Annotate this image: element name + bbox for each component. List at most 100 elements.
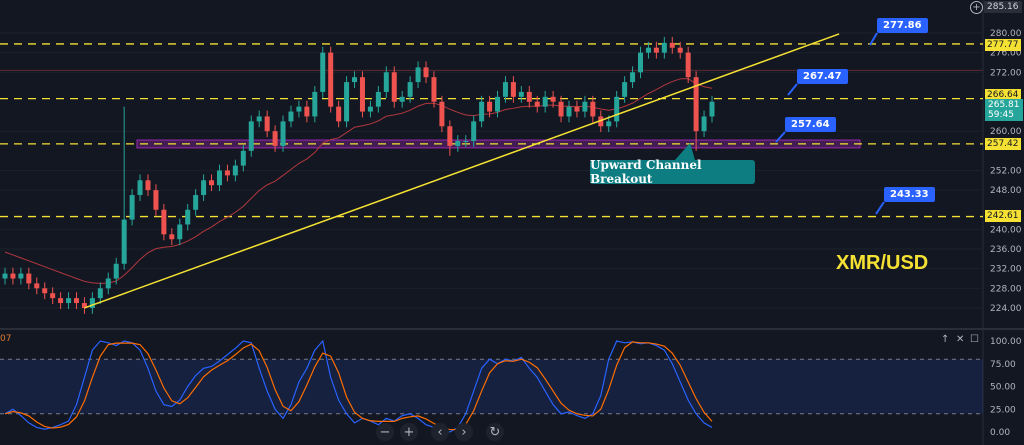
candle-body (669, 42, 675, 48)
candle-body (614, 96, 620, 122)
candle-body (256, 116, 262, 122)
candle-body (582, 101, 588, 112)
pane-up-button[interactable]: ↑ (941, 334, 950, 345)
candle-body (153, 190, 159, 210)
candle-body (336, 106, 342, 122)
level-tag-257: 257.42 (985, 138, 1021, 150)
oscillator-tick: 75.00 (990, 360, 1016, 370)
candle-body (653, 47, 659, 53)
price-tick: 236.00 (990, 245, 1022, 255)
candle-body (81, 303, 87, 308)
target-pointer (869, 32, 878, 46)
oscillator-tick: 50.00 (990, 383, 1016, 393)
price-tick: 260.00 (990, 127, 1022, 137)
candle-body (542, 96, 548, 107)
reset-button[interactable]: ↻ (486, 423, 504, 441)
pane-maximize-button[interactable]: ☐ (970, 334, 979, 345)
candle-body (18, 273, 24, 279)
candle-body (693, 77, 699, 132)
candle-body (272, 131, 278, 146)
price-tick: 232.00 (990, 265, 1022, 275)
target-pointer (875, 201, 885, 215)
candle-body (34, 283, 40, 289)
candle-body (495, 96, 501, 112)
stoch-d-line (4, 341, 713, 431)
candle-body (121, 219, 127, 264)
candle-body (224, 170, 230, 176)
candle-body (487, 101, 493, 112)
candle-body (606, 121, 612, 127)
candle-body (58, 298, 64, 304)
candle-body (638, 52, 644, 73)
candle-body (645, 47, 651, 53)
candle-body (240, 150, 246, 166)
current-price: 265.81 (988, 100, 1020, 110)
zoom-out-button[interactable]: − (376, 423, 394, 441)
candle-body (701, 116, 707, 132)
candle-body (97, 288, 103, 299)
target-label-257: 257.64 (785, 117, 836, 132)
candle-body (367, 106, 373, 112)
candle-body (320, 52, 326, 92)
candle-body (550, 96, 556, 102)
candle-body (574, 106, 580, 112)
target-label-267: 267.47 (797, 69, 848, 84)
stoch-k-line (4, 339, 713, 433)
candle-body (383, 72, 389, 92)
candle-body (558, 101, 564, 117)
candle-body (193, 195, 199, 210)
candle-body (209, 180, 215, 186)
candle-body (288, 111, 294, 122)
candle-body (344, 82, 350, 122)
candle-body (145, 180, 151, 191)
symbol-title: XMR/USD (836, 252, 929, 274)
candle-body (73, 298, 79, 304)
oscillator-tick: 0.00 (990, 428, 1010, 438)
candle-body (352, 77, 358, 83)
candle-body (161, 209, 167, 235)
zoom-in-button[interactable]: + (400, 423, 418, 441)
scroll-right-button[interactable]: › (455, 423, 473, 441)
callout-pointer (675, 143, 695, 160)
candle-body (264, 116, 270, 132)
candle-body (439, 101, 445, 127)
add-icon[interactable]: + (970, 1, 983, 14)
candle-body (296, 106, 302, 112)
price-tick: 252.00 (990, 166, 1022, 176)
breakout-callout: Upward Channel Breakout (590, 158, 755, 186)
candle-body (169, 234, 175, 240)
candle-body (312, 91, 318, 117)
candle-body (526, 91, 532, 102)
candle-body (447, 126, 453, 146)
price-tick: 248.00 (990, 186, 1022, 196)
level-tag-277: 277.77 (985, 39, 1021, 51)
scroll-left-button[interactable]: ‹ (431, 423, 449, 441)
candle-body (232, 165, 238, 176)
level-tag-242: 242.61 (985, 210, 1021, 222)
candle-body (201, 180, 207, 196)
pane-close-button[interactable]: ✕ (956, 334, 965, 345)
candle-body (328, 52, 334, 107)
candle-body (502, 82, 508, 97)
candle-body (431, 77, 437, 102)
countdown: 59:45 (988, 110, 1014, 120)
candle-body (185, 209, 191, 225)
indicator-label: 07 (0, 334, 12, 344)
current-price-tag: 265.81 59:45 (985, 99, 1023, 121)
candle-body (248, 121, 254, 151)
candle-body (661, 42, 667, 53)
candle-body (177, 224, 183, 240)
candle-body (479, 101, 485, 122)
target-label-243: 243.33 (884, 187, 935, 202)
target-label-277: 277.86 (877, 18, 928, 33)
oscillator-tick: 25.00 (990, 405, 1016, 415)
candle-body (463, 141, 469, 143)
level-tag-266: 266.64 (985, 89, 1021, 101)
candle-body (375, 91, 381, 107)
candle-body (685, 52, 691, 78)
candle-body (50, 293, 56, 299)
trendline (84, 33, 840, 309)
candle-body (709, 101, 715, 117)
price-tick: 224.00 (990, 304, 1022, 314)
